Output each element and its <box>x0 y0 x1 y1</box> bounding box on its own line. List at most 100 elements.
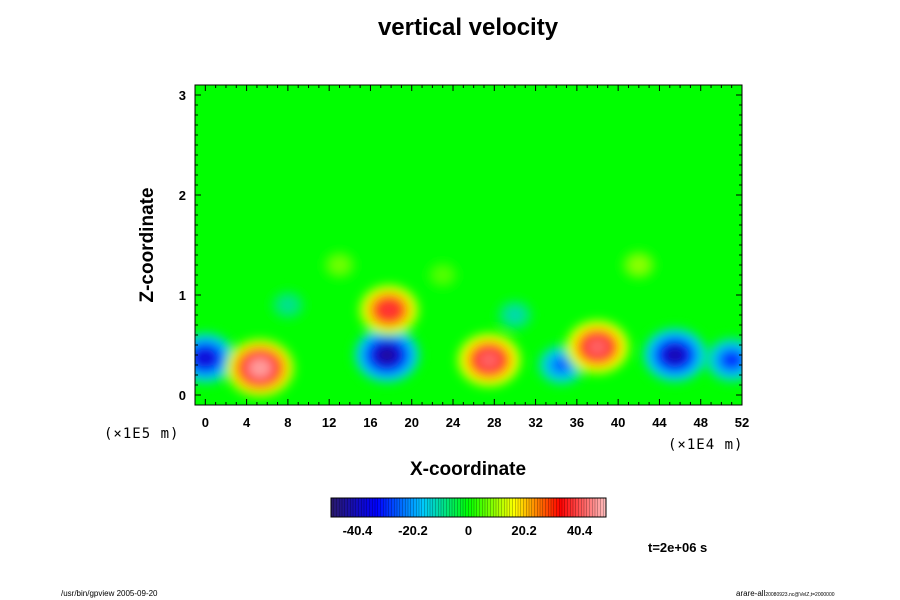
colorbar-segment <box>556 498 560 517</box>
colorbar-segment <box>416 498 420 517</box>
colorbar-segment <box>512 498 516 517</box>
colorbar-segment <box>485 498 489 517</box>
x-tick-label: 32 <box>528 415 542 430</box>
footer-right-main: arare-all <box>736 589 766 598</box>
x-tick-label: 4 <box>243 415 251 430</box>
colorbar-segment <box>405 498 409 517</box>
y-axis-label: Z-coordinate <box>137 187 158 303</box>
colorbar-segment <box>394 498 398 517</box>
colorbar-segment <box>564 498 568 517</box>
colorbar-segment <box>542 498 546 517</box>
field-feature <box>437 270 449 280</box>
colorbar-segment <box>336 498 340 517</box>
z-unit-label: (×1E5 m) <box>104 426 180 442</box>
colorbar: -40.4 -20.2 0 20.2 40.4 <box>330 497 607 538</box>
colorbar-tick-label: 40.4 <box>567 523 593 538</box>
colorbar-segment <box>534 498 538 517</box>
colorbar-segment <box>353 498 357 517</box>
colorbar-segment <box>383 498 387 517</box>
colorbar-segment <box>465 498 469 517</box>
colorbar-segment <box>600 498 604 517</box>
colorbar-segment <box>446 498 450 517</box>
x-tick-label: 48 <box>693 415 707 430</box>
field-feature <box>375 345 399 365</box>
colorbar-segment <box>578 498 582 517</box>
colorbar-segment <box>339 498 343 517</box>
field-feature <box>632 259 645 271</box>
field-layer <box>195 85 742 405</box>
field-feature <box>722 352 741 368</box>
colorbar-segment <box>399 498 403 517</box>
colorbar-segment <box>603 498 607 517</box>
colorbar-segment <box>584 498 588 517</box>
colorbar-segment <box>369 498 373 517</box>
colorbar-segment <box>402 498 406 517</box>
colorbar-segment <box>529 498 533 517</box>
colorbar-segment <box>468 498 472 517</box>
x-axis-label: X-coordinate <box>409 459 527 480</box>
colorbar-segment <box>487 498 491 517</box>
colorbar-segment <box>496 498 500 517</box>
colorbar-segment <box>430 498 434 517</box>
field-feature <box>586 337 609 357</box>
colorbar-segment <box>408 498 412 517</box>
colorbar-segment <box>410 498 414 517</box>
x-tick-label: 40 <box>611 415 625 430</box>
colorbar-segment <box>553 498 557 517</box>
colorbar-segment <box>419 498 423 517</box>
colorbar-segment <box>515 498 519 517</box>
z-tick-label: 0 <box>179 388 186 403</box>
colorbar-segment <box>490 498 494 517</box>
colorbar-segment <box>391 498 395 517</box>
x-tick-label: 0 <box>202 415 209 430</box>
colorbar-segment <box>364 498 368 517</box>
x-tick-label: 20 <box>405 415 419 430</box>
x-tick-label: 52 <box>735 415 749 430</box>
z-tick-label: 1 <box>179 288 186 303</box>
footer-right-text: arare-all20080923.nc@VelZ,t=2000000 <box>736 589 835 598</box>
colorbar-segment <box>476 498 480 517</box>
footer-right-sub: 20080923.nc@VelZ,t=2000000 <box>765 592 835 598</box>
field-feature <box>195 349 216 367</box>
field-feature <box>281 299 295 311</box>
colorbar-segment <box>504 498 508 517</box>
colorbar-segment <box>421 498 425 517</box>
colorbar-segment <box>375 498 379 517</box>
colorbar-segment <box>597 498 601 517</box>
colorbar-segment <box>355 498 359 517</box>
colorbar-segment <box>479 498 483 517</box>
x-tick-label: 36 <box>570 415 584 430</box>
colorbar-segment <box>358 498 362 517</box>
colorbar-segment <box>463 498 467 517</box>
x-tick-label: 16 <box>363 415 377 430</box>
colorbar-segment <box>471 498 475 517</box>
field-feature <box>663 345 686 365</box>
colorbar-segment <box>435 498 439 517</box>
x-tick-label: 24 <box>446 415 461 430</box>
colorbar-segment <box>397 498 401 517</box>
colorbar-segment <box>526 498 530 517</box>
colorbar-segment <box>474 498 478 517</box>
colorbar-segment <box>460 498 464 517</box>
colorbar-segment <box>501 498 505 517</box>
colorbar-segment <box>424 498 428 517</box>
colorbar-segment <box>518 498 522 517</box>
field-features <box>195 249 742 398</box>
colorbar-segment <box>344 498 348 517</box>
colorbar-segment <box>537 498 541 517</box>
time-label: t=2e+06 s <box>648 540 708 555</box>
colorbar-segment <box>498 498 502 517</box>
colorbar-segment <box>520 498 524 517</box>
colorbar-segment <box>589 498 593 517</box>
colorbar-segment <box>347 498 351 517</box>
z-tick-label: 3 <box>179 88 186 103</box>
colorbar-segment <box>581 498 585 517</box>
colorbar-segment <box>350 498 354 517</box>
colorbar-segment <box>380 498 384 517</box>
field-feature <box>378 301 400 319</box>
colorbar-segment <box>570 498 574 517</box>
colorbar-segment <box>366 498 370 517</box>
